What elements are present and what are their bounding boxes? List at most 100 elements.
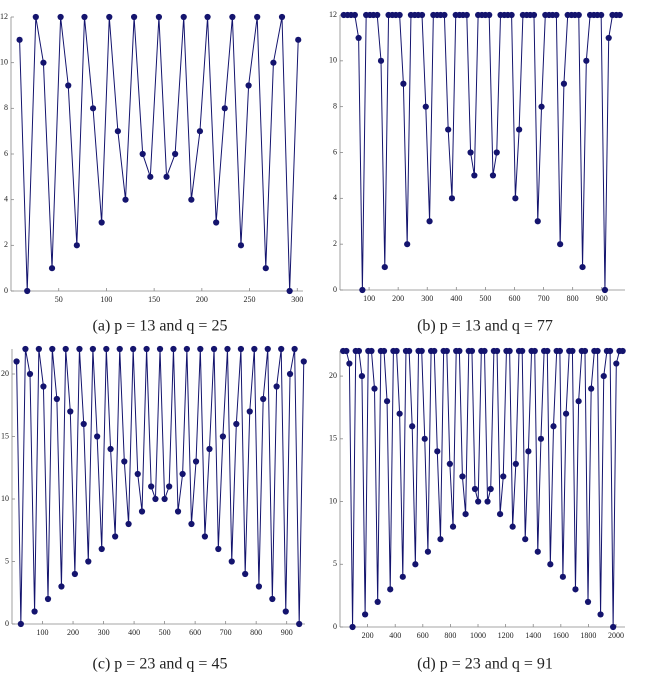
data-point [575, 11, 582, 19]
data-point [174, 508, 182, 515]
y-tick-label: 10 [329, 496, 337, 505]
data-point [85, 558, 92, 565]
data-point [616, 11, 623, 19]
data-point [522, 536, 529, 543]
data-point [351, 11, 358, 19]
data-point [179, 470, 186, 478]
x-tick-label: 2000 [608, 631, 624, 640]
data-point [544, 347, 551, 355]
x-tick-label: 200 [67, 628, 79, 637]
data-point [537, 435, 545, 442]
data-point [242, 570, 249, 578]
y-tick-label: 15 [329, 434, 337, 443]
x-tick-label: 150 [148, 295, 160, 304]
data-point [560, 80, 568, 87]
data-point [396, 410, 403, 417]
data-point [559, 573, 566, 580]
data-point [486, 11, 493, 19]
data-point [295, 36, 302, 43]
data-point [286, 287, 293, 295]
data-point [291, 345, 298, 353]
x-tick-label: 200 [392, 294, 404, 303]
data-point [224, 345, 231, 353]
data-point [26, 370, 34, 378]
data-point [449, 523, 457, 530]
data-point [188, 520, 195, 528]
caption: (d) p = 23 and q = 91 [417, 656, 553, 673]
data-point [406, 347, 413, 355]
y-tick-label: 0 [333, 285, 337, 294]
data-point [581, 347, 589, 355]
data-point [500, 473, 507, 480]
data-point [106, 13, 113, 21]
x-tick-label: 800 [250, 628, 262, 637]
subplot: 0 2 4 6 8 10 12 50 100 150 200 250 300 (a) p = 13 and… [0, 12, 303, 335]
data-line [343, 14, 620, 291]
data-point [67, 408, 74, 415]
data-point [130, 13, 138, 21]
x-tick-label: 500 [159, 628, 171, 637]
data-point [512, 460, 519, 468]
data-point [57, 13, 64, 21]
data-point [484, 498, 491, 505]
x-tick-label: 1400 [525, 631, 541, 640]
data-point [49, 345, 56, 353]
data-point [80, 420, 87, 428]
data-point [562, 410, 570, 417]
data-point [210, 345, 218, 353]
data-point [215, 545, 222, 553]
data-point [556, 347, 563, 355]
x-tick-label: 100 [363, 294, 375, 303]
x-tick-label: 400 [450, 294, 462, 303]
data-point [346, 360, 353, 367]
data-point [130, 345, 137, 353]
data-point [300, 358, 307, 365]
data-point [278, 345, 285, 353]
data-point [161, 495, 168, 503]
data-point [116, 345, 123, 353]
data-point [32, 13, 39, 21]
data-point [81, 13, 88, 21]
data-point [204, 13, 211, 21]
data-point [183, 345, 190, 353]
data-point [201, 533, 208, 540]
data-point [572, 586, 579, 593]
data-point [462, 510, 469, 518]
data-point [481, 347, 488, 355]
y-tick-label: 0 [333, 622, 337, 631]
data-point [553, 11, 560, 19]
data-point [58, 583, 65, 590]
data-point [355, 34, 362, 42]
data-point [475, 498, 482, 505]
data-point [359, 286, 366, 294]
x-tick-label: 500 [479, 294, 491, 303]
x-tick-label: 700 [220, 628, 232, 637]
x-tick-label: 1000 [470, 631, 486, 640]
caption: (b) p = 13 and q = 77 [417, 318, 553, 335]
x-tick-label: 900 [596, 294, 608, 303]
x-tick-label: 200 [196, 295, 208, 304]
caption: (a) p = 13 and q = 25 [93, 318, 228, 335]
y-tick-label: 6 [333, 147, 337, 156]
data-point [531, 347, 538, 355]
data-point [139, 150, 146, 158]
data-point [443, 347, 450, 355]
x-tick-label: 250 [244, 295, 256, 304]
subplot: 0 5 10 15 20 100 200 300 400 500 600 700 800 900 (c) p… [1, 345, 307, 673]
data-point [487, 485, 494, 493]
data-point [251, 345, 258, 353]
data-point [426, 218, 433, 225]
data-point [355, 347, 363, 355]
y-tick-label: 20 [329, 371, 337, 380]
data-point [16, 36, 23, 43]
data-point [166, 483, 173, 490]
data-point [569, 347, 576, 355]
data-point [172, 150, 179, 158]
data-point [471, 485, 479, 493]
data-point [424, 548, 432, 555]
data-point [31, 608, 38, 615]
data-point [40, 383, 47, 390]
data-point [467, 149, 474, 156]
data-point [374, 11, 381, 19]
data-point [228, 558, 235, 565]
